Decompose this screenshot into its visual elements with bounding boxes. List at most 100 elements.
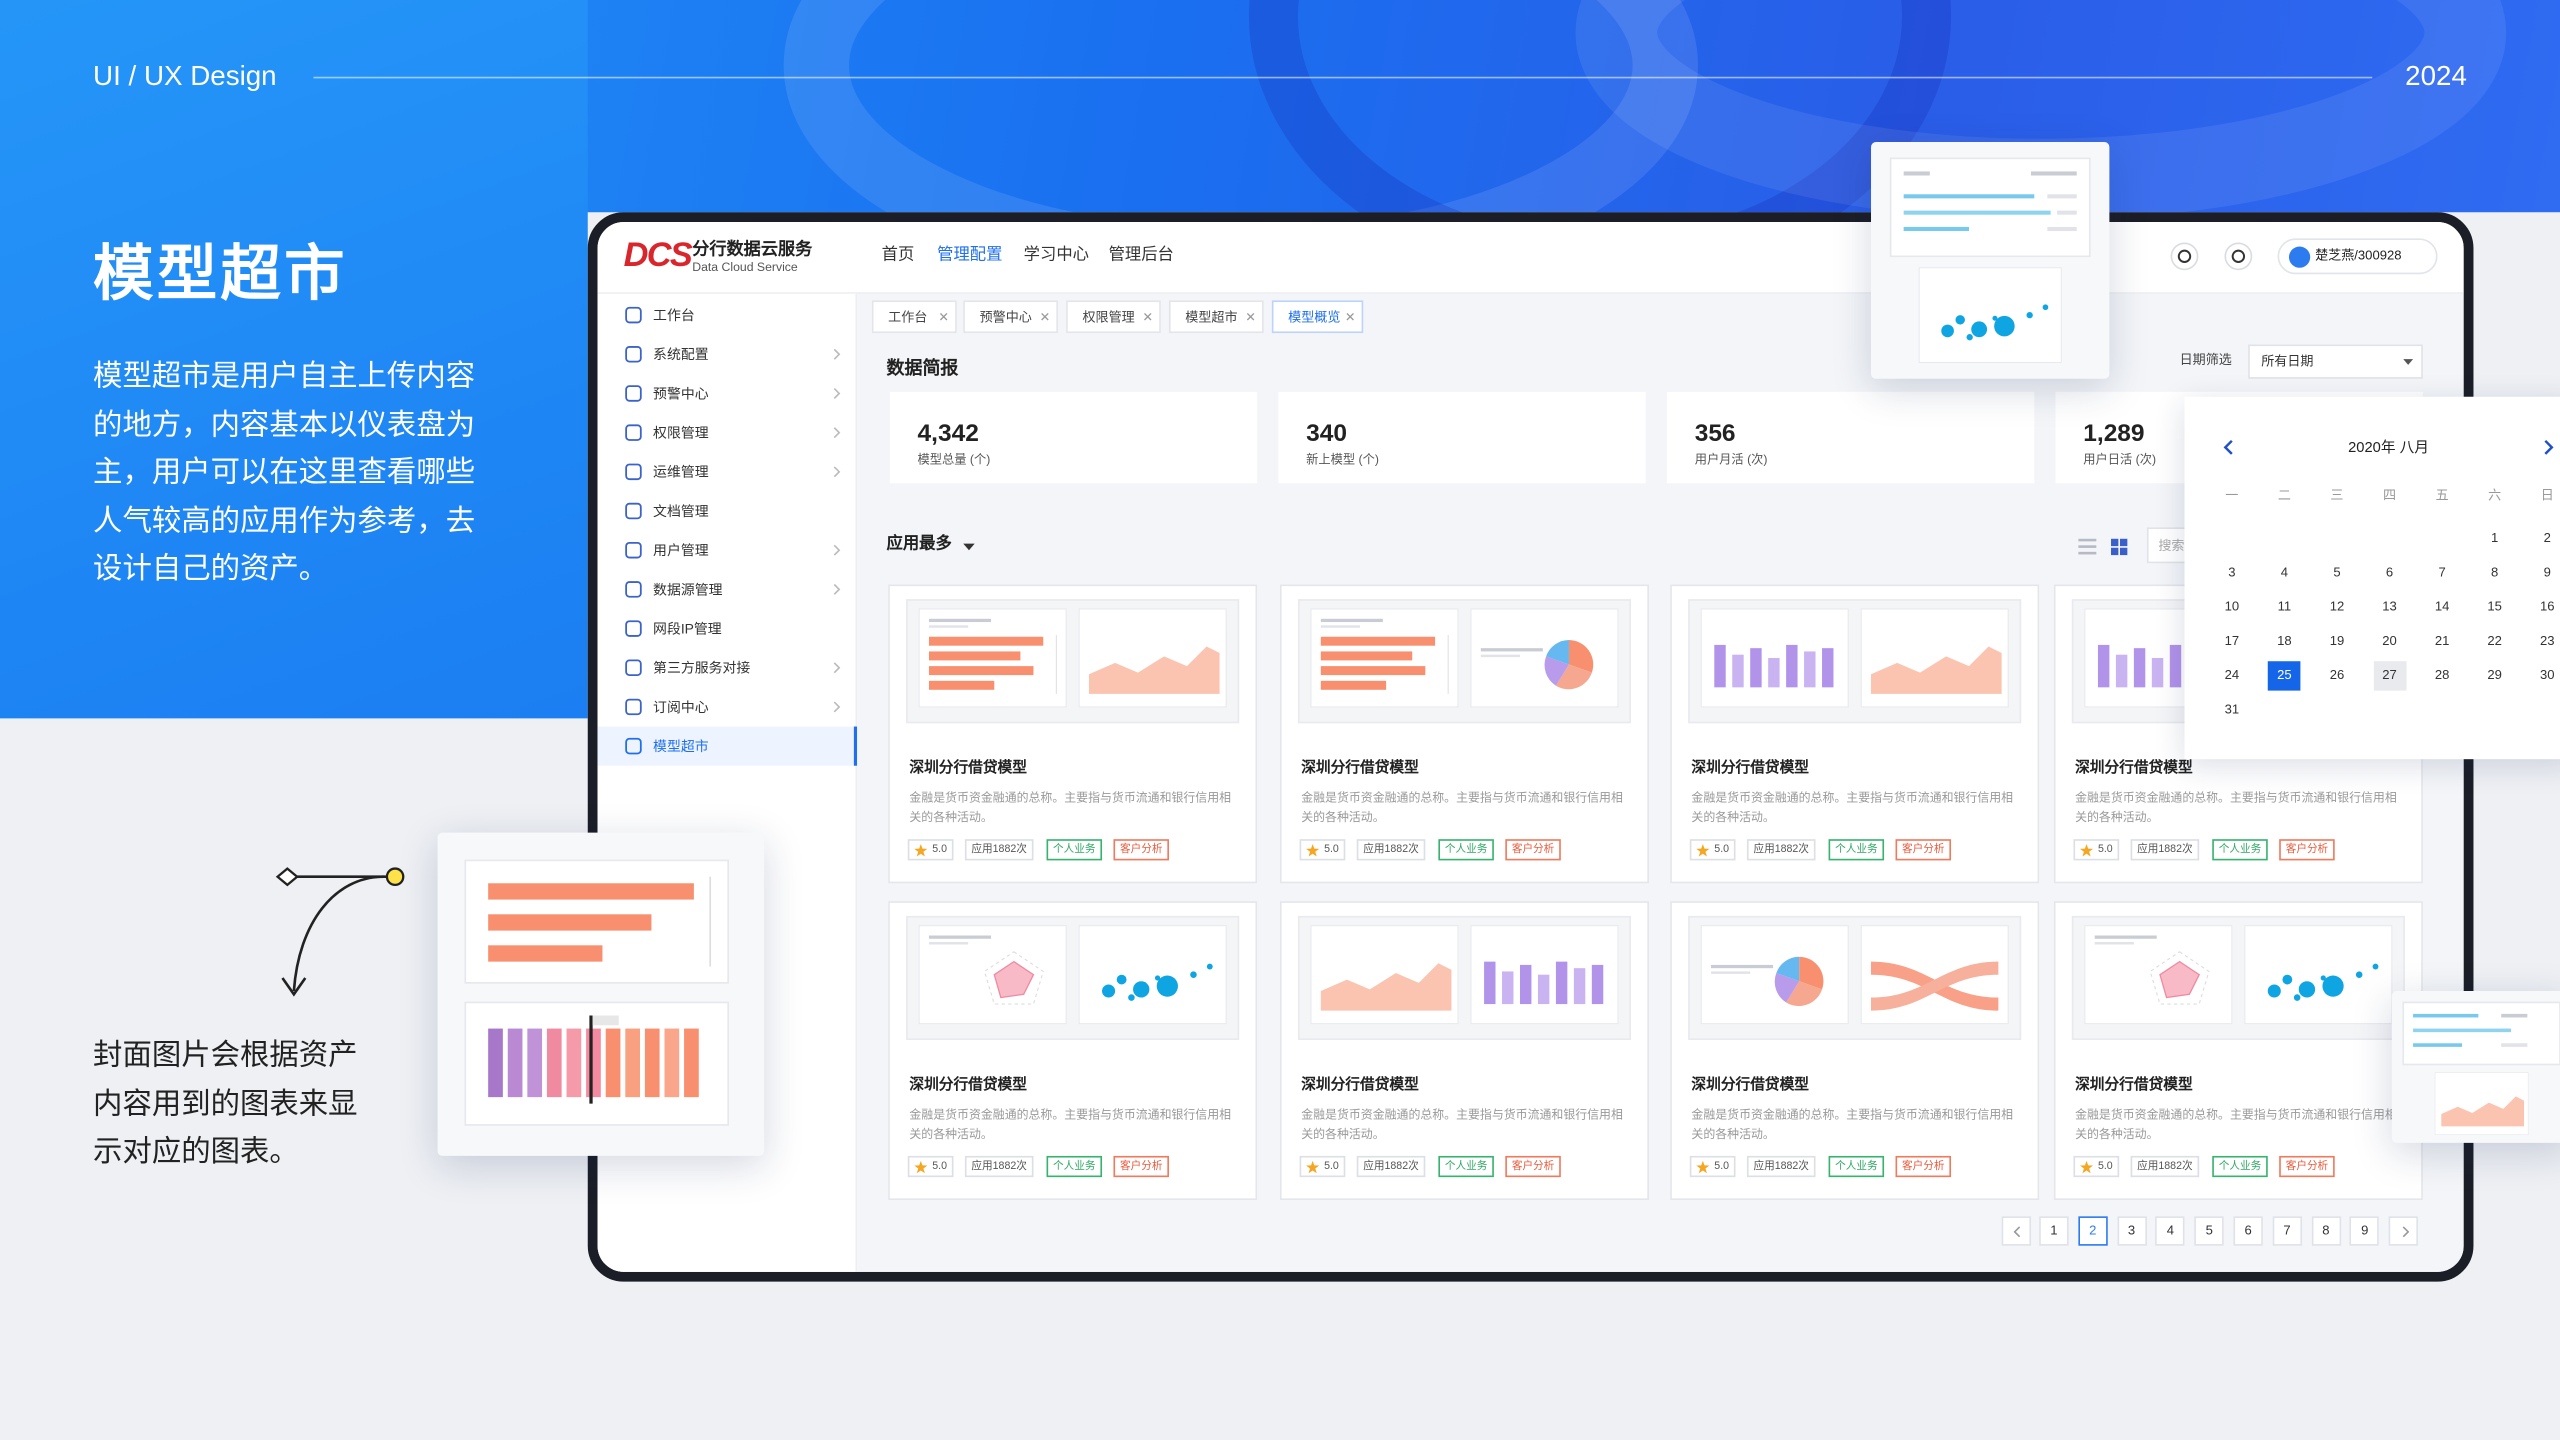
cal-day[interactable]: 2 — [2543, 530, 2551, 546]
cal-day[interactable]: 22 — [2487, 633, 2502, 649]
cal-day[interactable]: 10 — [2224, 599, 2240, 614]
page-number[interactable]: 4 — [2155, 1216, 2186, 1246]
sidebar-item[interactable]: 用户管理 — [653, 542, 709, 559]
cal-day[interactable]: 31 — [2224, 702, 2240, 717]
cal-day[interactable]: 12 — [2329, 599, 2345, 614]
cal-day[interactable]: 8 — [2491, 564, 2499, 580]
page-number[interactable]: 7 — [2272, 1216, 2302, 1246]
thumb-col — [1822, 648, 1834, 688]
date-select[interactable]: 所有日期 — [2248, 344, 2423, 379]
thumb-bubble — [2372, 963, 2379, 970]
cal-day[interactable]: 19 — [2329, 633, 2345, 649]
page-number[interactable]: 1 — [2039, 1216, 2069, 1246]
page-next[interactable] — [2388, 1216, 2418, 1246]
cal-day[interactable]: 14 — [2434, 599, 2450, 614]
sidebar-item[interactable]: 工作台 — [653, 306, 695, 324]
model-card[interactable]: 深圳分行借贷模型 金融是货币资金融通的总称。主要指与货币流通和银行信用相关的各种活… — [1670, 901, 2040, 1200]
thumb-panel — [1078, 925, 1227, 1025]
sidebar-item[interactable]: 预警中心 — [653, 385, 709, 402]
tab-close — [1144, 313, 1152, 321]
float-line — [1903, 171, 1930, 176]
tab[interactable]: 预警中心 — [963, 300, 1058, 334]
star — [1696, 1160, 1710, 1174]
rating-star — [2080, 1160, 2094, 1174]
cal-day[interactable]: 5 — [2333, 564, 2341, 580]
rating-value: 5.0 — [932, 1160, 948, 1173]
cal-day[interactable]: 23 — [2539, 633, 2555, 649]
cal-day[interactable]: 13 — [2382, 599, 2397, 614]
cal-day[interactable]: 6 — [2385, 564, 2394, 580]
model-card[interactable]: 深圳分行借贷模型 金融是货币资金融通的总称。主要指与货币流通和银行信用相关的各种活… — [888, 901, 1258, 1200]
calendar: 2020年 八月一二三四五六日 1 2 3 4 5 6 7 8 9 10 11 12 13 14 15 16 17… — [2184, 396, 2560, 760]
sidebar-item[interactable]: 网段IP管理 — [653, 620, 722, 637]
page-number[interactable]: 8 — [2311, 1216, 2341, 1246]
sidebar-item[interactable]: 订阅中心 — [653, 698, 709, 716]
thumb-bubble — [1966, 334, 1973, 341]
dot — [385, 867, 405, 887]
tab[interactable]: 工作台 — [871, 300, 957, 334]
model-card[interactable]: 深圳分行借贷模型 金融是货币资金融通的总称。主要指与货币流通和银行信用相关的各种活… — [1280, 584, 1649, 884]
model-card[interactable]: 深圳分行借贷模型 金融是货币资金融通的总称。主要指与货币流通和银行信用相关的各种活… — [1280, 901, 1649, 1200]
sidebar-item[interactable]: 模型超市 — [653, 737, 709, 755]
cal-day[interactable]: 20 — [2382, 633, 2397, 649]
header-year: 2024 — [2405, 60, 2467, 92]
nav-item[interactable]: 管理配置 — [937, 246, 1003, 265]
cal-day[interactable]: 4 — [2280, 564, 2289, 580]
cal-day[interactable]: 3 — [2228, 564, 2236, 580]
sidebar-item[interactable]: 系统配置 — [653, 346, 709, 363]
cal-day[interactable]: 21 — [2434, 633, 2450, 649]
model-card[interactable]: 深圳分行借贷模型 金融是货币资金融通的总称。主要指与货币流通和银行信用相关的各种活… — [2053, 901, 2423, 1200]
sidebar-item[interactable]: 运维管理 — [653, 463, 709, 480]
cal-day[interactable]: 28 — [2434, 667, 2450, 683]
sidebar-item[interactable]: 文档管理 — [653, 502, 709, 520]
page-number[interactable]: 5 — [2194, 1216, 2224, 1246]
tab-close — [939, 313, 948, 321]
nav-item[interactable]: 管理后台 — [1108, 246, 1174, 265]
float-col — [664, 1028, 680, 1098]
nav-item[interactable]: 学习中心 — [1023, 246, 1089, 265]
cal-day[interactable]: 1 — [2491, 530, 2499, 546]
thumb-col — [2133, 648, 2146, 688]
tab[interactable]: 模型超市 — [1168, 300, 1264, 334]
thumb-col — [1714, 644, 1726, 688]
nav-item[interactable]: 首页 — [881, 246, 915, 265]
sidebar-item[interactable]: 数据源管理 — [653, 581, 723, 598]
cal-day[interactable]: 17 — [2224, 633, 2240, 649]
sidebar-icon — [625, 306, 642, 324]
tab[interactable]: 模型概览 — [1271, 300, 1364, 334]
sidebar-item[interactable]: 第三方服务对接 — [653, 659, 751, 676]
page-number[interactable]: 3 — [2116, 1216, 2147, 1246]
cal-day[interactable]: 27 — [2373, 661, 2406, 691]
cal-day[interactable]: 7 — [2438, 564, 2446, 580]
cal-day[interactable]: 25 — [2268, 661, 2301, 691]
cal-day[interactable]: 18 — [2277, 633, 2292, 649]
page-number[interactable]: 9 — [2350, 1216, 2380, 1246]
page-number[interactable]: 2 — [2078, 1216, 2108, 1246]
tab[interactable]: 权限管理 — [1066, 300, 1161, 334]
cal-day[interactable]: 16 — [2539, 599, 2555, 614]
brand-en: Data Cloud Service — [692, 259, 798, 275]
cal-day[interactable]: 15 — [2487, 599, 2502, 614]
cal-day[interactable]: 24 — [2224, 667, 2240, 683]
cal-day[interactable]: 26 — [2329, 667, 2345, 683]
rating-star — [914, 844, 928, 857]
cal-day[interactable]: 11 — [2277, 599, 2292, 614]
cal-day[interactable]: 29 — [2487, 667, 2502, 683]
cal-day[interactable]: 30 — [2539, 667, 2555, 683]
business-tag: 个人业务 — [1828, 1155, 1885, 1178]
model-card[interactable]: 深圳分行借贷模型 金融是货币资金融通的总称。主要指与货币流通和银行信用相关的各种活… — [888, 584, 1258, 884]
sidebar-item[interactable]: 权限管理 — [653, 424, 709, 441]
thumb-bubble — [1994, 315, 2015, 337]
model-card[interactable]: 深圳分行借贷模型 金融是货币资金融通的总称。主要指与货币流通和银行信用相关的各种活… — [1670, 584, 2040, 884]
float-panel — [1889, 157, 2091, 258]
rating-star — [2080, 844, 2094, 857]
cal-day[interactable]: 9 — [2543, 564, 2551, 580]
page-number[interactable]: 6 — [2233, 1216, 2263, 1246]
user-pill[interactable]: 楚芝燕/300928 — [2277, 238, 2438, 275]
page-prev[interactable] — [2001, 1216, 2032, 1246]
thumb-bubble — [2322, 975, 2344, 997]
icon-box — [625, 698, 642, 716]
icon-core — [2231, 249, 2246, 264]
sort-label[interactable]: 应用最多 — [886, 535, 952, 554]
